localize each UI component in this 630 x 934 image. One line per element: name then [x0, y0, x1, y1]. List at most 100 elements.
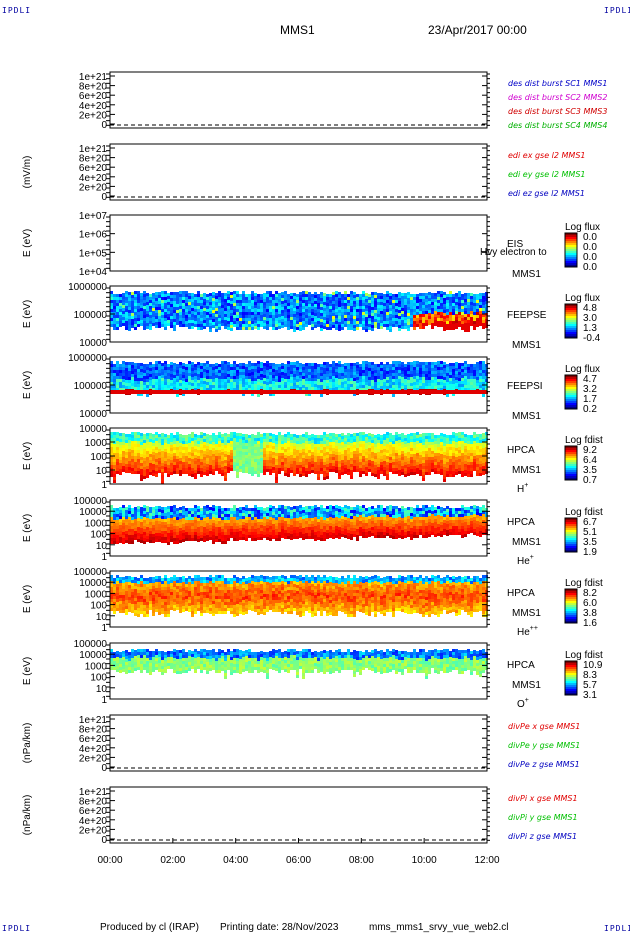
spectrogram-cell: [380, 441, 383, 444]
spectrogram-cell: [416, 376, 419, 379]
spectrogram-cell: [383, 464, 386, 467]
spectrogram-cell: [317, 376, 320, 379]
spectrogram-cell: [383, 455, 386, 458]
spectrogram-cell: [431, 365, 434, 368]
spectrogram-cell: [320, 444, 323, 447]
spectrogram-cell: [260, 306, 263, 309]
spectrogram-cell: [140, 366, 143, 369]
spectrogram-cell: [479, 461, 482, 464]
spectrogram-cell: [347, 436, 350, 439]
spectrogram-cell: [152, 367, 155, 370]
spectrogram-cell: [332, 361, 335, 364]
spectrogram-cell: [194, 315, 197, 318]
spectrogram-cell: [347, 445, 350, 448]
spectrogram-cell: [377, 311, 380, 314]
spectrogram-cell: [395, 370, 398, 373]
spectrogram-cell: [236, 309, 239, 312]
spectrogram-cell: [455, 317, 458, 320]
spectrogram-cell: [293, 383, 296, 386]
spectrogram-cell: [128, 437, 131, 440]
spectrogram-cell: [176, 438, 179, 441]
spectrogram-cell: [299, 372, 302, 375]
spectrogram-cell: [239, 454, 242, 457]
spectrogram-cell: [371, 316, 374, 319]
spectrogram-cell: [377, 373, 380, 376]
spectrogram-cell: [407, 325, 410, 328]
spectrogram-cell: [404, 305, 407, 308]
spectrogram-cell: [200, 471, 203, 474]
spectrogram-cell: [122, 514, 125, 517]
spectrogram-cell: [116, 523, 119, 526]
spectrogram-cell: [119, 516, 122, 519]
spectrogram-cell: [362, 376, 365, 379]
spectrogram-cell: [335, 303, 338, 306]
spectrogram-cell: [110, 444, 113, 447]
spectrogram-cell: [395, 465, 398, 468]
spectrogram-cell: [320, 385, 323, 388]
spectrogram-cell: [440, 448, 443, 451]
spectrogram-cell: [437, 471, 440, 474]
spectrogram-cell: [272, 366, 275, 369]
spectrogram-cell: [290, 458, 293, 461]
spectrogram-cell: [386, 327, 389, 330]
spectrogram-cell: [287, 294, 290, 297]
spectrogram-cell: [329, 364, 332, 367]
spectrogram-cell: [380, 320, 383, 323]
spectrogram-cell: [194, 297, 197, 300]
spectrogram-cell: [386, 477, 389, 480]
spectrogram-cell: [137, 309, 140, 312]
spectrogram-cell: [380, 450, 383, 453]
spectrogram-cell: [149, 294, 152, 297]
spectrogram-cell: [410, 442, 413, 445]
spectrogram-cell: [419, 434, 422, 437]
spectrogram-cell: [197, 306, 200, 309]
spectrogram-cell: [455, 472, 458, 475]
spectrogram-cell: [452, 453, 455, 456]
spectrogram-cell: [230, 388, 233, 391]
spectrogram-cell: [326, 464, 329, 467]
spectrogram-cell: [146, 320, 149, 323]
colorbar-step: [565, 235, 577, 238]
spectrogram-cell: [230, 468, 233, 471]
spectrogram-cell: [413, 327, 416, 330]
spectrogram-cell: [146, 472, 149, 475]
spectrogram-cell: [248, 459, 251, 462]
spectrogram-cell: [242, 294, 245, 297]
spectrogram-cell: [128, 328, 131, 331]
spectrogram-cell: [197, 327, 200, 330]
spectrogram-cell: [320, 447, 323, 450]
spectrogram-cell: [122, 520, 125, 523]
spectrogram-cell: [443, 458, 446, 461]
spectrogram-cell: [353, 378, 356, 381]
spectrogram-cell: [113, 367, 116, 370]
spectrogram-cell: [287, 367, 290, 370]
spectrogram-cell: [209, 379, 212, 382]
spectrogram-cell: [182, 369, 185, 372]
spectrogram-cell: [215, 369, 218, 372]
spectrogram-cell: [323, 326, 326, 329]
spectrogram-cell: [281, 325, 284, 328]
spectrogram-cell: [230, 370, 233, 373]
spectrogram-cell: [263, 463, 266, 466]
spectrogram-cell: [167, 305, 170, 308]
spectrogram-cell: [389, 293, 392, 296]
spectrogram-cell: [374, 370, 377, 373]
spectrogram-cell: [350, 291, 353, 294]
spectrogram-cell: [347, 327, 350, 330]
spectrogram-cell: [119, 370, 122, 373]
spectrogram-cell: [122, 388, 125, 391]
spectrogram-cell: [353, 295, 356, 298]
spectrogram-cell: [470, 376, 473, 379]
spectrogram-cell: [476, 306, 479, 309]
spectrogram-cell: [434, 459, 437, 462]
spectrogram-cell: [161, 475, 164, 478]
spectrogram-cell: [371, 319, 374, 322]
spectrogram-cell: [305, 387, 308, 390]
spectrogram-cell: [110, 318, 113, 321]
spectrogram-cell: [113, 324, 116, 327]
spectrogram-cell: [236, 379, 239, 382]
spectrogram-cell: [218, 459, 221, 462]
spectrogram-cell: [233, 432, 236, 435]
spectrogram-cell: [134, 453, 137, 456]
spectrogram-cell: [173, 459, 176, 462]
